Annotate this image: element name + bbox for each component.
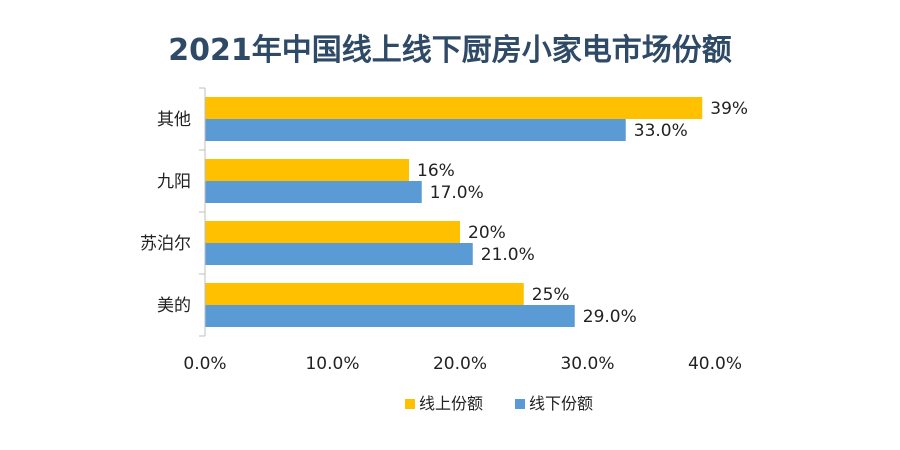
data-label: 39% (710, 99, 748, 119)
category-label: 其他 (157, 110, 191, 130)
bar-online-0 (205, 97, 703, 119)
data-label: 29.0% (583, 307, 637, 327)
bar-offline-0 (205, 119, 626, 141)
data-label: 21.0% (481, 245, 535, 265)
bar-online-1 (205, 159, 409, 181)
bar-offline-3 (205, 305, 575, 327)
legend-swatch (405, 399, 415, 409)
category-label: 美的 (157, 296, 191, 316)
data-label: 33.0% (634, 121, 688, 141)
data-label: 20% (468, 223, 506, 243)
bar-offline-2 (205, 243, 473, 265)
category-label: 九阳 (157, 172, 191, 192)
x-tick-label: 0.0% (183, 354, 226, 374)
data-label: 17.0% (430, 183, 484, 203)
chart-title: 2021年中国线上线下厨房小家电市场份额 (168, 33, 732, 68)
x-tick-label: 30.0% (560, 354, 614, 374)
category-label: 苏泊尔 (140, 234, 191, 254)
data-label: 16% (417, 161, 455, 181)
legend-label: 线下份额 (529, 394, 593, 413)
legend-label: 线上份额 (419, 394, 483, 413)
x-tick-label: 10.0% (305, 354, 359, 374)
legend-swatch (515, 399, 525, 409)
x-tick-label: 20.0% (433, 354, 487, 374)
bar-online-3 (205, 283, 524, 305)
x-tick-label: 40.0% (688, 354, 742, 374)
bar-online-2 (205, 221, 460, 243)
bar-offline-1 (205, 181, 422, 203)
data-label: 25% (532, 285, 570, 305)
